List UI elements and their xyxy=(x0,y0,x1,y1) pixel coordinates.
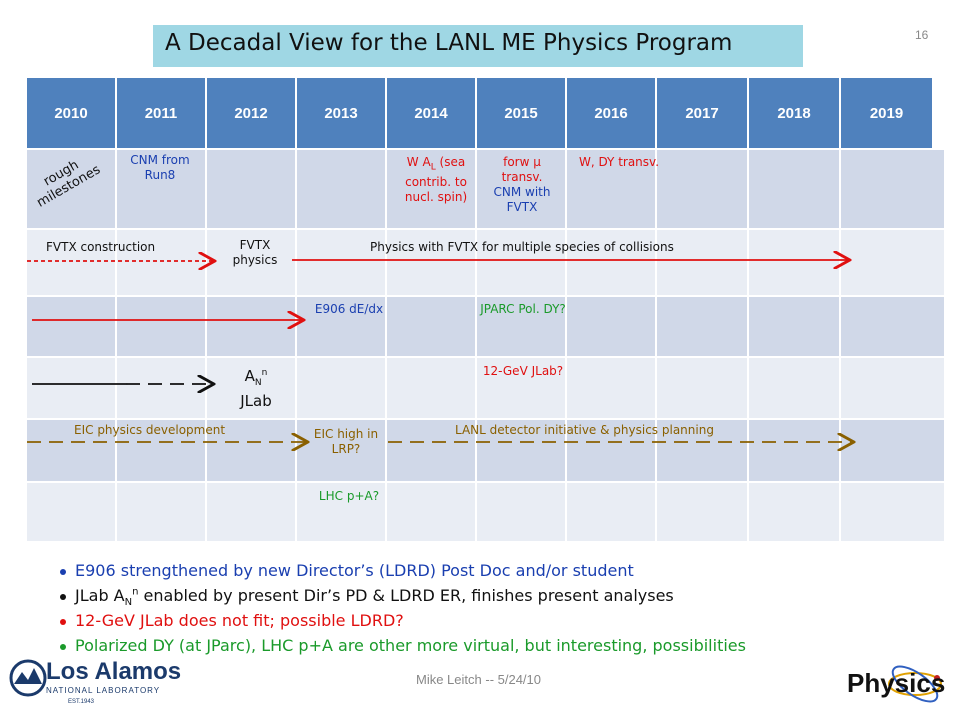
w-dy-text: W, DY transv. xyxy=(578,155,660,169)
year-header-2014: 2014 xyxy=(387,78,477,148)
timeline-table: 2010 2011 2012 2013 2014 2015 2016 2017 2018 2019 xyxy=(27,78,944,541)
fvtx-construction-label: FVTX construction xyxy=(46,240,156,254)
fvtx-physics-label: FVTX physics xyxy=(232,238,278,267)
footer-author-date: Mike Leitch -- 5/24/10 xyxy=(416,672,542,687)
physics-fvtx-label: Physics with FVTX for multiple species o… xyxy=(370,240,674,254)
los-alamos-logo: Los Alamos NATIONAL LABORATORY EST.1943 xyxy=(8,654,181,714)
lhc-label: LHC p+A? xyxy=(318,489,380,503)
bullet-dot-icon xyxy=(60,568,66,575)
eic-high-label: EIC high in LRP? xyxy=(313,427,379,456)
row-e906 xyxy=(27,295,944,356)
column-divider xyxy=(205,148,207,541)
physics-logo-graphic xyxy=(888,665,942,703)
row-fvtx xyxy=(27,228,944,295)
column-divider xyxy=(385,148,387,541)
bullet-e906: E906 strengthened by new Director’s (LDR… xyxy=(60,561,634,580)
year-header-2011: 2011 xyxy=(117,78,207,148)
title-banner xyxy=(153,25,803,67)
column-divider xyxy=(115,148,117,541)
row-jlab xyxy=(27,356,944,418)
bullet-dot-icon xyxy=(60,643,66,650)
slide-title: A Decadal View for the LANL ME Physics P… xyxy=(165,30,733,56)
an-jlab-label: ANn JLab xyxy=(240,367,272,410)
slide-number: 16 xyxy=(915,28,929,42)
row-milestones xyxy=(27,148,944,228)
year-header-2010: 2010 xyxy=(27,78,117,148)
column-divider xyxy=(565,148,567,541)
column-divider xyxy=(747,148,749,541)
bullet-jlab: JLab ANn enabled by present Dir’s PD & L… xyxy=(60,586,674,608)
eic-development-label: EIC physics development xyxy=(74,423,226,437)
lanl-detector-label: LANL detector initiative & physics plann… xyxy=(455,423,714,437)
bullet-polarized: Polarized DY (at JParc), LHC p+A are oth… xyxy=(60,636,746,655)
year-header-2012: 2012 xyxy=(207,78,297,148)
los-alamos-mark-icon xyxy=(9,659,47,697)
e906-label: E906 dE/dx xyxy=(314,302,384,316)
row-lhc xyxy=(27,481,944,541)
bullet-12gev: 12-GeV JLab does not fit; possible LDRD? xyxy=(60,611,404,630)
column-divider xyxy=(295,148,297,541)
year-header-2017: 2017 xyxy=(657,78,749,148)
column-divider xyxy=(839,148,841,541)
bullet-dot-icon xyxy=(60,618,66,625)
physics-logo: Physics xyxy=(845,664,945,704)
w-al-text: W AL (sea contrib. to nucl. spin) xyxy=(404,155,468,205)
year-header-2015: 2015 xyxy=(477,78,567,148)
jlab12-label: 12-GeV JLab? xyxy=(482,364,564,378)
row-eic xyxy=(27,418,944,481)
bullet-dot-icon xyxy=(60,593,66,600)
cnm-run8-text: CNM from Run8 xyxy=(130,153,190,182)
forw-transv-text: forw μ transv. CNM with FVTX xyxy=(493,155,551,214)
year-header-2018: 2018 xyxy=(749,78,841,148)
jparc-label: JPARC Pol. DY? xyxy=(480,302,566,316)
year-header-2013: 2013 xyxy=(297,78,387,148)
year-header-2019: 2019 xyxy=(841,78,934,148)
column-divider xyxy=(655,148,657,541)
column-divider xyxy=(475,148,477,541)
year-header-2016: 2016 xyxy=(567,78,657,148)
